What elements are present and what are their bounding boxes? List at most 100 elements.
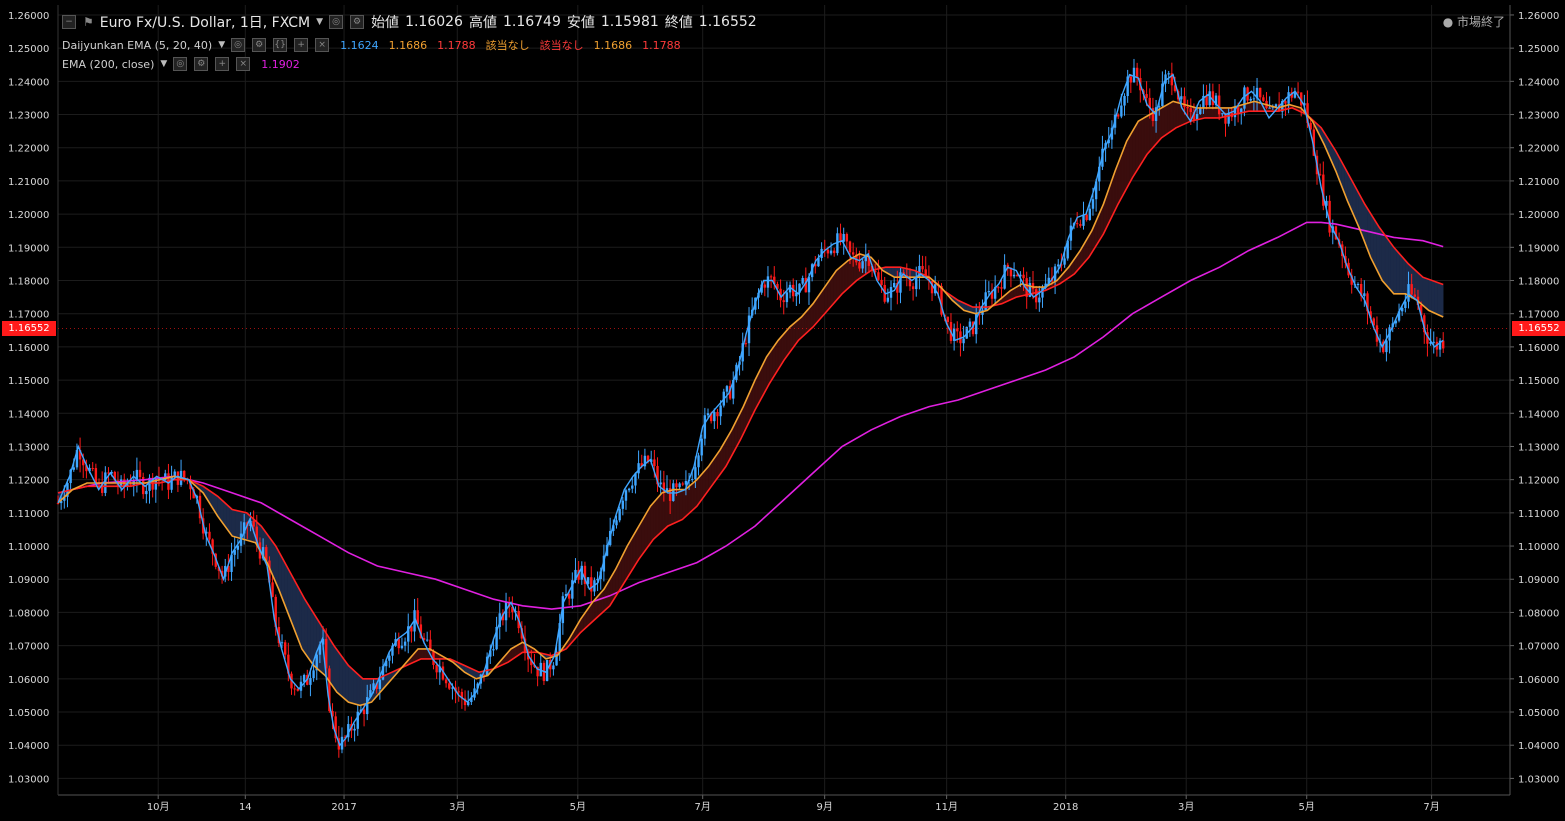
eye-icon[interactable]: ◎ <box>173 57 188 71</box>
ema-cloud-fill <box>844 260 849 292</box>
candle-body <box>1432 341 1435 343</box>
ema-cloud-fill <box>342 656 346 701</box>
candle-body <box>1404 301 1407 309</box>
y-tick-label-right: 1.07000 <box>1518 642 1559 653</box>
candle-body <box>732 379 735 399</box>
ema-cloud-fill <box>664 490 669 530</box>
ema-cloud-fill <box>658 492 663 535</box>
plus-icon[interactable]: + <box>215 57 230 71</box>
candle-body <box>672 483 675 501</box>
candle-body <box>1022 274 1025 279</box>
ema-cloud-fill <box>336 648 340 696</box>
candle-body <box>1006 264 1009 268</box>
candle-body <box>1334 226 1338 240</box>
chevron-down-icon[interactable]: ▼ <box>316 17 324 27</box>
candle-body <box>867 255 871 266</box>
ema-cloud-fill <box>1387 238 1392 292</box>
candle-body <box>763 284 767 288</box>
plus-icon[interactable]: + <box>294 38 309 52</box>
candle-body <box>384 660 388 667</box>
gear-icon[interactable]: ⚙ <box>194 57 209 71</box>
chevron-down-icon[interactable]: ▼ <box>160 59 168 69</box>
candle-body <box>419 624 423 639</box>
candle-body <box>501 613 505 621</box>
candle-body <box>713 411 716 422</box>
candle-body <box>848 241 852 253</box>
candle-body <box>1243 87 1246 109</box>
gear-icon[interactable]: ⚙ <box>350 15 365 29</box>
ema-cloud-fill <box>420 648 425 660</box>
candle-body <box>646 455 650 462</box>
candle-body <box>1397 311 1401 321</box>
ema-cloud-fill <box>295 583 300 642</box>
close-icon[interactable]: × <box>315 38 330 52</box>
candle-body <box>602 555 606 572</box>
candle-body <box>675 483 678 488</box>
candle-body <box>842 234 845 242</box>
ema-cloud-fill <box>1431 279 1435 314</box>
candle-body <box>211 539 214 554</box>
candle-body <box>744 343 748 345</box>
candle-body <box>1145 94 1148 98</box>
candle-body <box>1016 274 1019 277</box>
candle-body <box>1186 106 1189 109</box>
candle-body <box>877 272 880 280</box>
candle-body <box>892 282 896 288</box>
x-tick-label: 3月 <box>449 801 465 813</box>
ohlc-open-label: 始値 <box>371 15 400 31</box>
candle-body <box>596 578 599 581</box>
indicator-name[interactable]: EMA (200, close) <box>62 57 155 71</box>
candle-body <box>1088 208 1092 220</box>
candle-body <box>56 502 60 504</box>
chevron-down-icon[interactable]: ▼ <box>218 40 226 50</box>
candle-body <box>1217 95 1221 115</box>
ema-cloud-fill <box>1419 273 1424 306</box>
close-icon[interactable]: × <box>236 57 251 71</box>
candle-body <box>1079 224 1082 226</box>
candle-body <box>978 313 981 315</box>
ema5-line <box>57 73 1444 747</box>
candle-body <box>1183 96 1186 107</box>
eye-icon[interactable]: ◎ <box>231 38 246 52</box>
candle-body <box>1287 92 1290 104</box>
candle-body <box>817 257 820 267</box>
flag-icon[interactable]: ⚑ <box>83 15 94 29</box>
y-tick-label-right: 1.03000 <box>1518 774 1559 785</box>
candle-body <box>1148 97 1151 109</box>
candle-body <box>236 545 240 550</box>
indicator-name[interactable]: Daijyunkan EMA (5, 20, 40) <box>62 38 213 52</box>
candle-body <box>1135 67 1139 78</box>
candle-body <box>1161 83 1164 107</box>
candle-body <box>1359 283 1363 297</box>
candle-body <box>1413 294 1417 297</box>
candle-body <box>470 697 473 703</box>
ema-cloud-fill <box>1440 283 1444 318</box>
square-minus-icon[interactable]: − <box>62 15 76 29</box>
ema-cloud-fill <box>330 640 335 689</box>
candle-body <box>1211 91 1215 105</box>
candle-body <box>1410 284 1413 295</box>
candle-body <box>1041 287 1044 298</box>
candle-body <box>829 250 833 254</box>
ema-cloud-fill <box>690 481 695 513</box>
braces-icon[interactable]: {} <box>273 38 288 52</box>
candle-body <box>567 593 571 599</box>
candle-body <box>476 683 479 689</box>
gear-icon[interactable]: ⚙ <box>252 38 267 52</box>
ema-cloud-fill <box>1384 234 1389 288</box>
candle-body <box>252 520 255 527</box>
candle-body <box>388 655 391 661</box>
candle-body <box>1227 112 1230 124</box>
candle-body <box>1110 127 1114 140</box>
symbol-title[interactable]: Euro Fx/U.S. Dollar, 1日, FXCM <box>99 15 311 31</box>
candle-body <box>968 321 972 327</box>
ema-cloud-fill <box>682 489 686 521</box>
y-tick-label-right: 1.16000 <box>1518 343 1559 354</box>
y-tick-label-right: 1.09000 <box>1518 575 1559 586</box>
y-tick-label-left: 1.04000 <box>8 741 49 752</box>
eye-icon[interactable]: ◎ <box>329 15 344 29</box>
candle-body <box>1284 101 1287 104</box>
